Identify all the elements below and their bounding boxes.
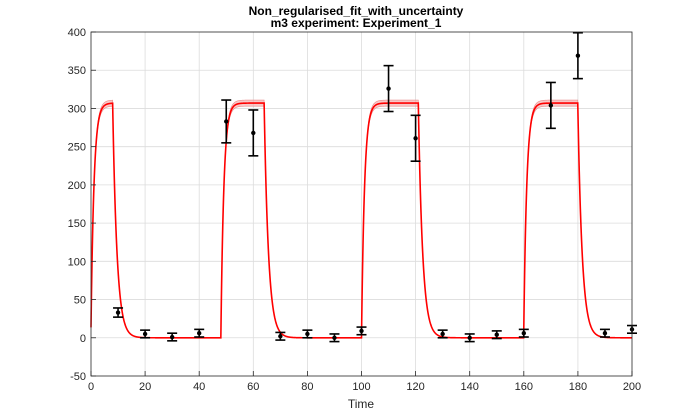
data-point-with-errorbar [248, 109, 259, 157]
data-point-with-errorbar [491, 330, 502, 340]
data-point-marker [278, 334, 283, 339]
data-point-marker [386, 86, 391, 91]
y-tick-label: 150 [68, 218, 86, 230]
x-tick-label: 0 [88, 381, 94, 393]
x-tick-label: 140 [461, 381, 479, 393]
data-point-with-errorbar [302, 329, 313, 339]
x-tick-label: 80 [301, 381, 313, 393]
y-tick-label: 0 [80, 333, 86, 345]
data-point-marker [142, 331, 148, 337]
chart-title-line-2: m3 experiment: Experiment_1 [271, 16, 442, 30]
data-point-marker [251, 130, 256, 136]
fit-curve [90, 102, 632, 339]
y-tick-label: 300 [68, 103, 86, 115]
x-tick-label: 40 [193, 381, 205, 393]
data-point-with-errorbar [194, 328, 205, 338]
data-point-marker [169, 334, 175, 340]
data-point-marker [548, 103, 554, 108]
y-axis-ticks: -50 0 50 100 150 200 250 300 350 400 [68, 27, 96, 383]
data-point-with-errorbar [572, 31, 583, 80]
data-point-with-errorbar [167, 332, 178, 342]
data-point-marker [115, 310, 121, 315]
data-point-marker [305, 331, 310, 337]
y-tick-label: 200 [68, 180, 86, 192]
x-tick-label: 180 [569, 381, 587, 393]
data-point-marker [197, 330, 202, 336]
data-point-marker [575, 53, 581, 58]
data-point-with-errorbar [518, 328, 529, 338]
data-point-with-errorbar [356, 326, 367, 336]
y-tick-label: 100 [68, 256, 86, 268]
data-point-with-errorbar [464, 333, 475, 343]
y-tick-label: 250 [68, 142, 86, 154]
chart-title-line-1: Non_regularised_fit_with_uncertainty [249, 4, 464, 18]
x-tick-label: 120 [406, 381, 424, 393]
data-point-marker [521, 330, 526, 336]
data-point-with-errorbar [437, 329, 448, 339]
x-tick-label: 100 [352, 381, 370, 393]
x-axis-ticks: 0 20 40 60 80 100 120 140 160 180 200 [88, 371, 641, 393]
data-point-with-errorbar [113, 307, 124, 318]
data-point-with-errorbar [329, 333, 340, 343]
data-point-with-errorbar [275, 331, 286, 341]
x-tick-label: 160 [515, 381, 533, 393]
data-points [113, 31, 637, 343]
data-point-marker [494, 332, 499, 337]
data-point-marker [413, 136, 418, 141]
data-point-marker [359, 328, 364, 334]
data-point-with-errorbar [599, 328, 610, 338]
data-point-with-errorbar [545, 81, 556, 130]
y-tick-label: -50 [70, 371, 86, 383]
data-point-marker [440, 331, 445, 337]
data-point-marker [224, 119, 229, 124]
x-tick-label: 20 [139, 381, 151, 393]
data-point-marker [602, 330, 608, 336]
data-point-with-errorbar [221, 99, 232, 144]
data-point-with-errorbar [383, 64, 394, 113]
y-tick-label: 400 [68, 27, 86, 39]
y-tick-label: 350 [68, 65, 86, 77]
data-point-with-errorbar [140, 329, 151, 339]
data-point-marker [332, 335, 337, 340]
x-axis-label: Time [348, 397, 375, 411]
fit-curve-line [90, 102, 632, 339]
y-tick-label: 50 [74, 295, 86, 307]
data-point-with-errorbar [410, 114, 421, 162]
data-point-marker [467, 335, 472, 340]
x-tick-label: 60 [247, 381, 259, 393]
x-tick-label: 200 [623, 381, 641, 393]
